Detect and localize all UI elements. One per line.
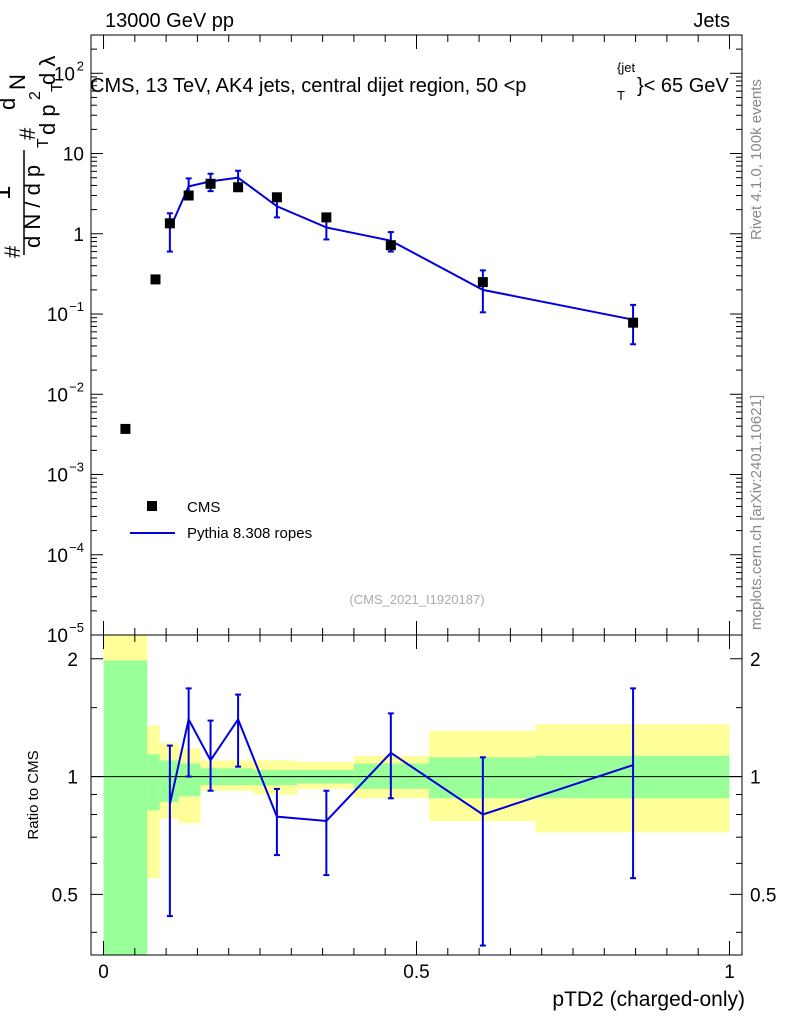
title-end: }< 65 GeV bbox=[637, 75, 729, 97]
ratio-band-green bbox=[147, 754, 160, 811]
svg-text:d: d bbox=[0, 98, 20, 110]
header-right: Jets bbox=[693, 10, 730, 32]
main-y-tick-exponent: −5 bbox=[69, 620, 84, 635]
data-point bbox=[271, 192, 282, 203]
mcplots-label: mcplots.cern.ch [arXiv:2401.10621] bbox=[748, 395, 765, 630]
svg-text:d p: d p bbox=[35, 104, 60, 135]
data-point bbox=[321, 212, 332, 223]
plot-title: CMS, 13 TeV, AK4 jets, central dijet reg… bbox=[90, 60, 729, 103]
legend-label-pythia: Pythia 8.308 ropes bbox=[187, 525, 312, 542]
svg-text:2: 2 bbox=[27, 91, 44, 100]
svg-text:#: # bbox=[15, 127, 40, 140]
main-y-tick-label: 10 bbox=[47, 626, 68, 647]
main-y-tick-exponent: −2 bbox=[69, 379, 84, 394]
data-point bbox=[628, 317, 639, 328]
ratio-y-tick-label-right: 1 bbox=[750, 768, 761, 789]
mc-line bbox=[168, 176, 634, 321]
ratio-band-green bbox=[178, 763, 201, 797]
svg-text:T: T bbox=[35, 138, 52, 148]
title-sup: {jet bbox=[617, 60, 635, 75]
svg-text:CMS, 13 TeV, AK4 jets, central: CMS, 13 TeV, AK4 jets, central dijet reg… bbox=[90, 75, 526, 97]
data-point bbox=[120, 423, 131, 434]
main-y-tick-exponent: −3 bbox=[69, 460, 84, 475]
title-main: CMS, 13 TeV, AK4 jets, central dijet reg… bbox=[90, 75, 526, 97]
x-tick-label: 1 bbox=[724, 962, 735, 983]
data-point bbox=[233, 182, 244, 193]
ratio-ylabel: Ratio to CMS bbox=[25, 750, 42, 839]
ratio-y-tick-label: 1 bbox=[67, 768, 78, 789]
svg-text:d λ: d λ bbox=[35, 56, 60, 85]
svg-text:#: # bbox=[0, 245, 25, 258]
main-y-tick-label: 10 bbox=[54, 64, 75, 85]
ratio-y-tick-label: 2 bbox=[67, 650, 78, 671]
svg-text:1: 1 bbox=[0, 186, 16, 200]
main-y-tick-label: 10 bbox=[47, 466, 68, 487]
main-plot-frame bbox=[90, 34, 743, 636]
ratio-line bbox=[168, 716, 634, 823]
rivet-label: Rivet 4.1.0, 100k events bbox=[748, 79, 765, 240]
data-point bbox=[385, 240, 396, 251]
main-y-tick-label: 10 bbox=[47, 305, 68, 326]
title-sub: T bbox=[617, 88, 625, 103]
legend-label-cms: CMS bbox=[187, 499, 220, 516]
svg-text:T: T bbox=[49, 82, 66, 92]
main-y-tick-label: 10 bbox=[63, 145, 84, 166]
ratio-y-tick-label-right: 2 bbox=[750, 650, 761, 671]
main-y-tick-exponent: −4 bbox=[69, 540, 84, 555]
main-y-tick-label: 1 bbox=[73, 225, 84, 246]
x-tick-label: 0 bbox=[98, 962, 109, 983]
header-left: 13000 GeV pp bbox=[105, 10, 234, 32]
ratio-y-tick-label: 0.5 bbox=[52, 885, 78, 906]
x-tick-label: 0.5 bbox=[403, 962, 429, 983]
analysis-watermark: (CMS_2021_I1920187) bbox=[349, 592, 484, 607]
legend-marker-cms bbox=[147, 501, 157, 511]
ratio-plot-frame bbox=[90, 634, 743, 956]
main-ylabel: # d N / d p 1 T # d p d 2 N T d λ bbox=[0, 56, 66, 258]
main-y-tick-label: 10 bbox=[47, 385, 68, 406]
data-point bbox=[205, 178, 216, 189]
x-axis-label: pTD2 (charged-only) bbox=[552, 988, 745, 1011]
data-point bbox=[150, 274, 161, 285]
ratio-y-tick-label-right: 0.5 bbox=[750, 885, 776, 906]
svg-text:N: N bbox=[5, 74, 30, 90]
ratio-band-green bbox=[253, 769, 298, 786]
data-point bbox=[164, 218, 175, 229]
data-point bbox=[183, 190, 194, 201]
ratio-band-green bbox=[103, 660, 148, 955]
data-point bbox=[477, 277, 488, 288]
main-y-tick-exponent: 2 bbox=[77, 58, 84, 73]
main-y-tick-label: 10 bbox=[47, 546, 68, 567]
main-y-tick-exponent: −1 bbox=[69, 299, 84, 314]
legend: CMS Pythia 8.308 ropes bbox=[130, 499, 312, 542]
